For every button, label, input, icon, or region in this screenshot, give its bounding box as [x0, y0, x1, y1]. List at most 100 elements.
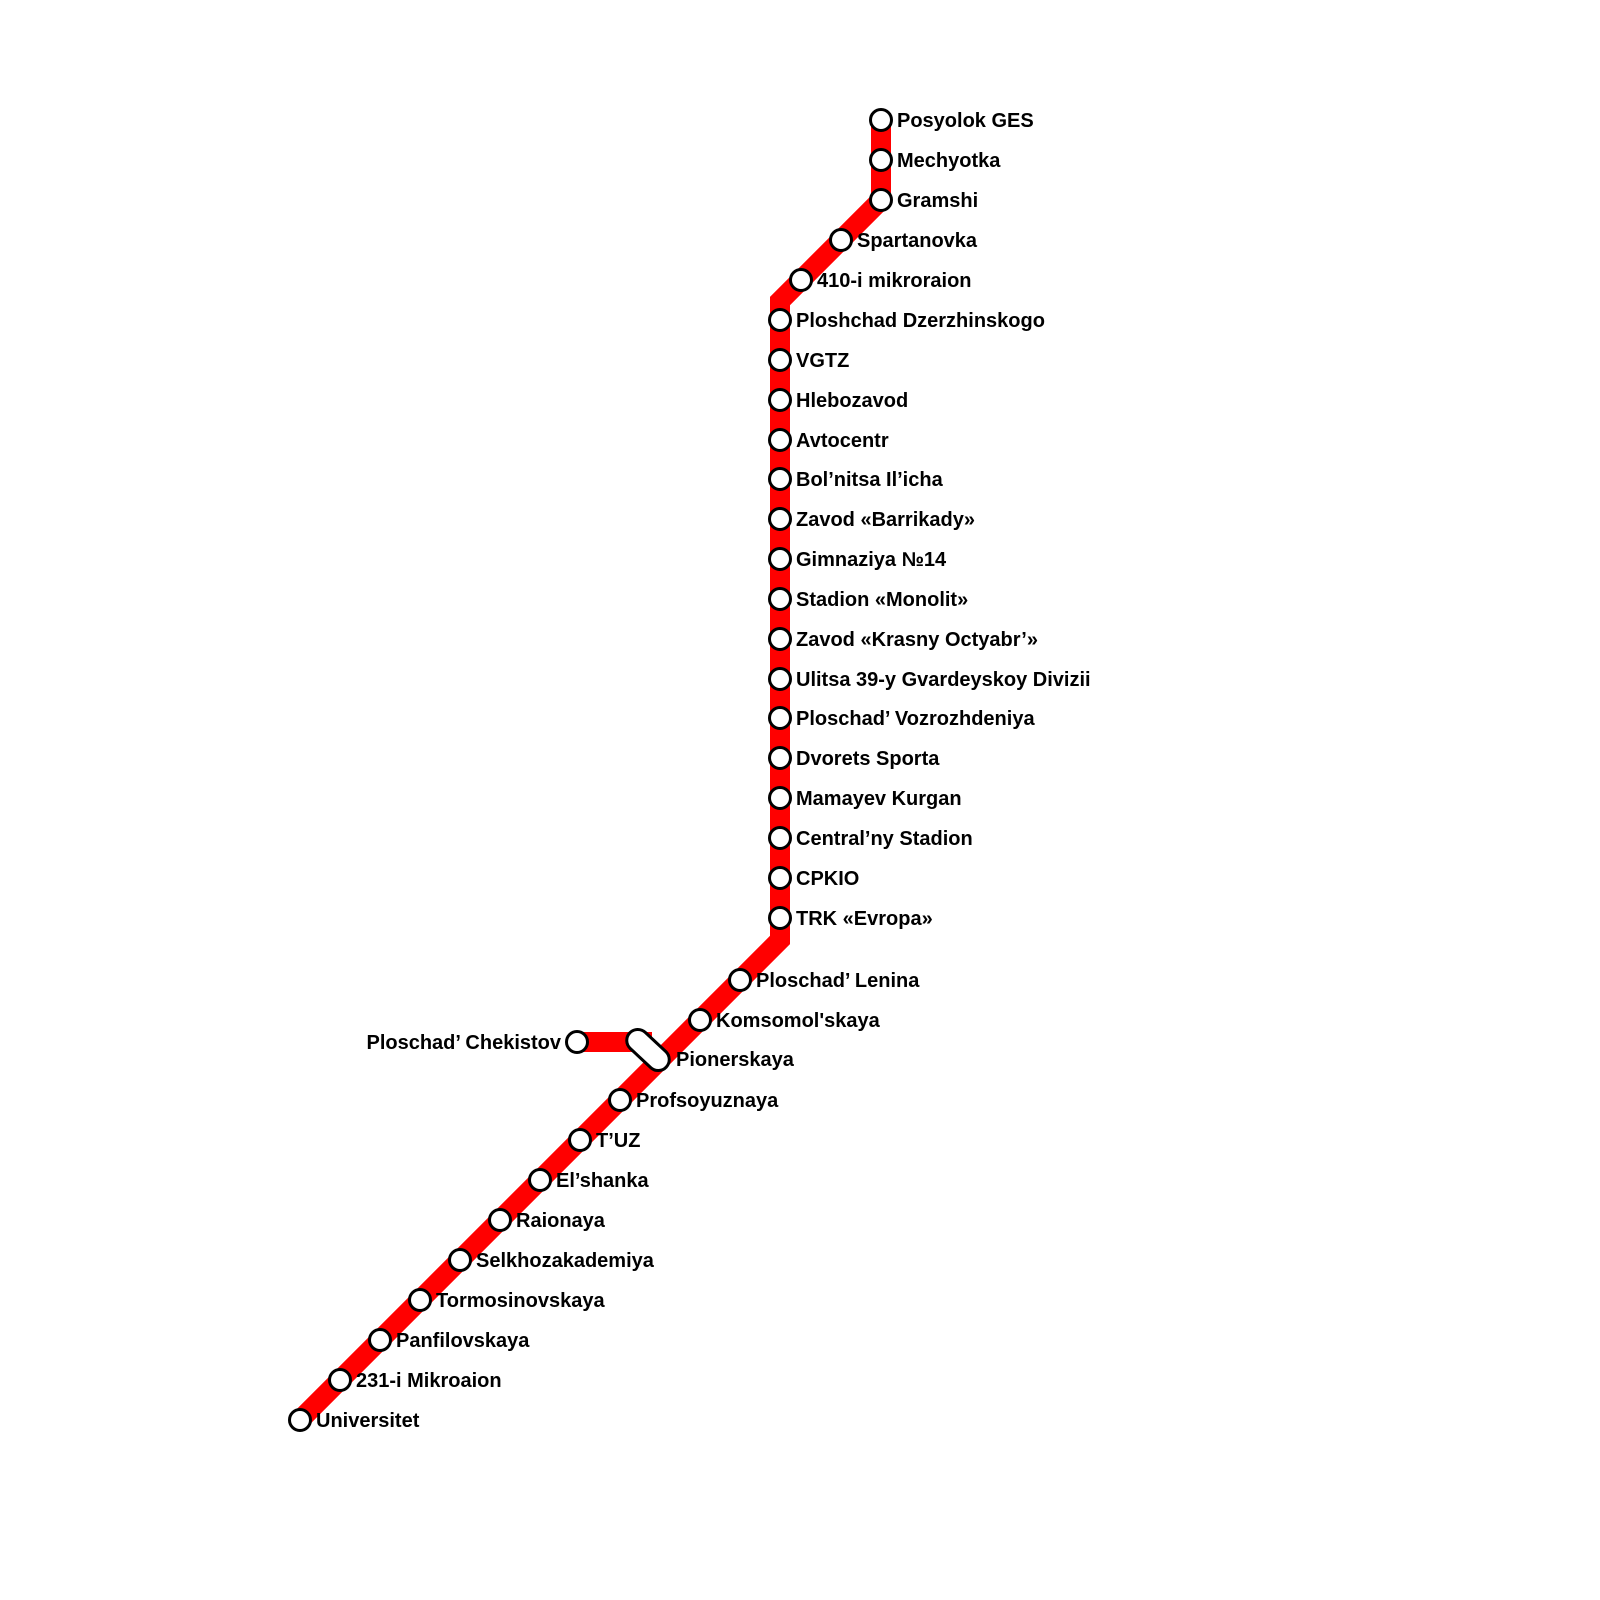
- station: Zavod «Barrikady»: [768, 507, 975, 531]
- station-marker: [488, 1208, 512, 1232]
- station: Selkhozakademiya: [448, 1248, 655, 1272]
- station-label: Panfilovskaya: [396, 1330, 530, 1352]
- station-marker: [869, 148, 893, 172]
- station-marker: [768, 547, 792, 571]
- station: Spartanovka: [829, 228, 978, 252]
- station-marker: [768, 746, 792, 770]
- station: Raionaya: [488, 1208, 606, 1232]
- station-marker: [869, 188, 893, 212]
- station-marker: [408, 1288, 432, 1312]
- station: Komsomol'skaya: [688, 1008, 881, 1032]
- station-label: Bol’nitsa Il’icha: [796, 469, 944, 491]
- station-marker: [728, 968, 752, 992]
- station-marker: [768, 667, 792, 691]
- station-label: 231-i Mikroaion: [356, 1370, 502, 1392]
- station-marker: [565, 1030, 589, 1054]
- station: El’shanka: [528, 1168, 650, 1192]
- station-marker: [869, 108, 893, 132]
- station-label: Ploshchad Dzerzhinskogo: [796, 310, 1045, 332]
- station: Gramshi: [869, 188, 978, 212]
- station-label: Posyolok GES: [897, 110, 1034, 132]
- station: 231-i Mikroaion: [328, 1368, 502, 1392]
- station-marker: [768, 348, 792, 372]
- station-marker: [688, 1008, 712, 1032]
- station-marker: [768, 467, 792, 491]
- station-label: Ploschad’ Lenina: [756, 970, 920, 992]
- station-label: Mechyotka: [897, 150, 1001, 172]
- station: Bol’nitsa Il’icha: [768, 467, 944, 491]
- station-label: Avtocentr: [796, 430, 889, 452]
- station-label: Komsomol'skaya: [716, 1010, 881, 1032]
- station: Dvorets Sporta: [768, 746, 940, 770]
- station: Mamayev Kurgan: [768, 786, 962, 810]
- station-marker: [768, 428, 792, 452]
- station-label: TRK «Evropa»: [796, 908, 933, 930]
- station: Profsoyuznaya: [608, 1088, 779, 1112]
- station: TRK «Evropa»: [768, 906, 933, 930]
- station-label: Ulitsa 39-y Gvardeyskoy Divizii: [796, 669, 1091, 691]
- station: Hlebozavod: [768, 388, 908, 412]
- station-label: VGTZ: [796, 350, 849, 372]
- station: Posyolok GES: [869, 108, 1034, 132]
- station-marker: [768, 308, 792, 332]
- station-marker: [768, 587, 792, 611]
- station-label: Zavod «Barrikady»: [796, 509, 975, 531]
- station: VGTZ: [768, 348, 849, 372]
- station-label: 410-i mikroraion: [817, 270, 972, 292]
- station-label: CPKIO: [796, 868, 859, 890]
- station-label: T’UZ: [596, 1130, 640, 1152]
- station: CPKIO: [768, 866, 859, 890]
- station: Panfilovskaya: [368, 1328, 530, 1352]
- station: Pionerskaya: [625, 1027, 795, 1073]
- station-label: Profsoyuznaya: [636, 1090, 779, 1112]
- station-label: Selkhozakademiya: [476, 1250, 655, 1272]
- station: Ploschad’ Vozrozhdeniya: [768, 706, 1035, 730]
- station-marker: [768, 826, 792, 850]
- station-marker: [448, 1248, 472, 1272]
- station-marker: [288, 1408, 312, 1432]
- station: Ploshchad Dzerzhinskogo: [768, 308, 1045, 332]
- station-label: Universitet: [316, 1410, 420, 1432]
- station: Ulitsa 39-y Gvardeyskoy Divizii: [768, 667, 1091, 691]
- station-label: Raionaya: [516, 1210, 606, 1232]
- station-marker: [608, 1088, 632, 1112]
- station-marker: [528, 1168, 552, 1192]
- station-label: Mamayev Kurgan: [796, 788, 962, 810]
- station-label: Dvorets Sporta: [796, 748, 940, 770]
- station-label: Ploschad’ Vozrozhdeniya: [796, 708, 1035, 730]
- station-label: Gramshi: [897, 190, 978, 212]
- station-label: Zavod «Krasny Octyabr’»: [796, 629, 1038, 651]
- station-marker: [768, 706, 792, 730]
- station-label: Pionerskaya: [676, 1049, 795, 1071]
- station: Tormosinovskaya: [408, 1288, 605, 1312]
- station-label: Central’ny Stadion: [796, 828, 973, 850]
- station: T’UZ: [568, 1128, 640, 1152]
- station: Central’ny Stadion: [768, 826, 973, 850]
- station-label: Stadion «Monolit»: [796, 589, 968, 611]
- station-marker: [768, 786, 792, 810]
- station-marker: [768, 388, 792, 412]
- station: Avtocentr: [768, 428, 889, 452]
- station-label: Gimnaziya №14: [796, 549, 947, 571]
- station-label: Ploschad’ Chekistov: [366, 1032, 561, 1054]
- station-label: Hlebozavod: [796, 390, 908, 412]
- station: Gimnaziya №14: [768, 547, 947, 571]
- station-marker: [768, 507, 792, 531]
- station: Ploschad’ Chekistov: [366, 1030, 589, 1054]
- station-marker: [768, 627, 792, 651]
- station-marker: [829, 228, 853, 252]
- station: Zavod «Krasny Octyabr’»: [768, 627, 1038, 651]
- station-marker: [568, 1128, 592, 1152]
- station: Ploschad’ Lenina: [728, 968, 920, 992]
- station-marker: [768, 866, 792, 890]
- station-marker: [368, 1328, 392, 1352]
- station: Mechyotka: [869, 148, 1001, 172]
- station: Stadion «Monolit»: [768, 587, 968, 611]
- station: Universitet: [288, 1408, 420, 1432]
- interchange-marker: [625, 1027, 671, 1073]
- station-marker: [789, 268, 813, 292]
- station: 410-i mikroraion: [789, 268, 972, 292]
